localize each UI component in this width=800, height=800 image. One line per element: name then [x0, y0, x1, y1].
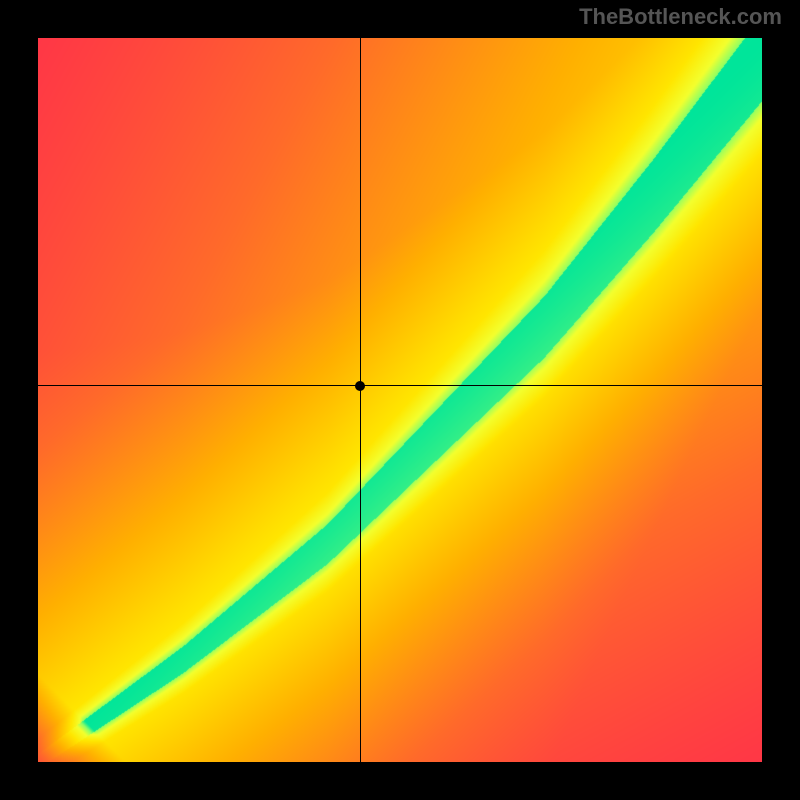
crosshair-marker: [355, 381, 365, 391]
plot-area: [38, 38, 762, 762]
watermark-text: TheBottleneck.com: [579, 4, 782, 30]
crosshair-horizontal: [38, 385, 762, 386]
chart-container: TheBottleneck.com: [0, 0, 800, 800]
crosshair-vertical: [360, 38, 361, 762]
heatmap-canvas: [38, 38, 762, 762]
